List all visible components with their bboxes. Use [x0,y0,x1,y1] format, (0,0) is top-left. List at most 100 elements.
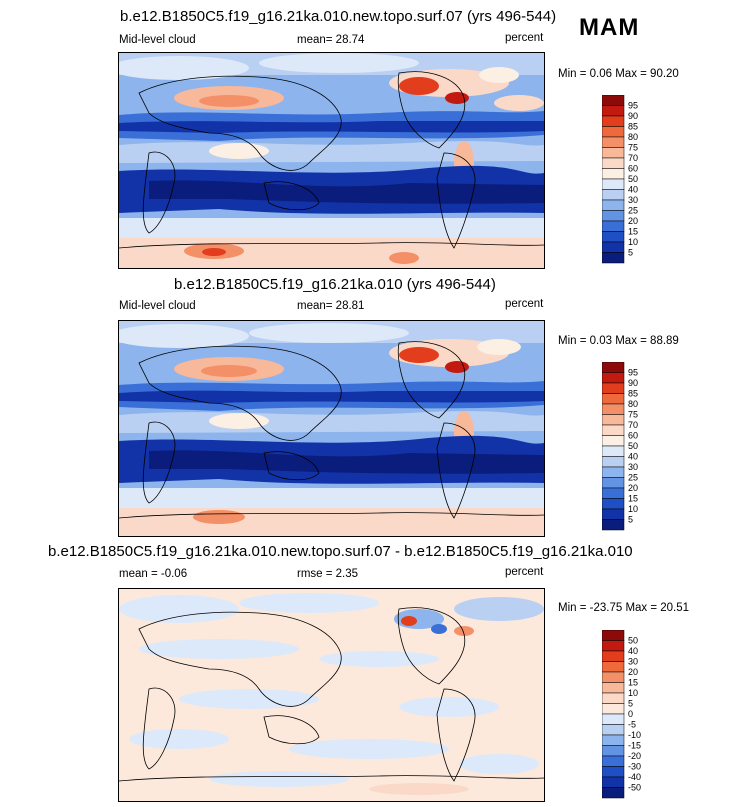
panel2-variable-label: Mid-level cloud [119,300,196,312]
colorbar-swatch [602,136,625,148]
colorbar-tick-label: 20 [628,483,638,493]
colorbar-tick-label: 40 [628,452,638,462]
colorbar-swatch [602,231,625,243]
colorbar-swatch [602,734,625,746]
colorbar-tick-label: 95 [628,368,638,378]
colorbar-swatch [602,435,625,447]
colorbar-swatch [602,766,625,778]
panel2-mean-label: mean= 28.81 [297,300,365,312]
colorbar-tick-label: 60 [628,164,638,174]
panel3-rmse-label: rmse = 2.35 [297,568,359,580]
panel3-minmax: Min = -23.75 Max = 20.51 [558,602,690,614]
panel2-colorbar: 95 90 85 80 75 70 60 50 40 30 25 20 15 10 5 [602,362,662,534]
colorbar-tick-label: 85 [628,122,638,132]
colorbar-swatch [602,362,625,373]
panel1-title: b.e12.B1850C5.f19_g16.21ka.010.new.topo.… [120,8,557,25]
colorbar-swatch [602,157,625,169]
colorbar-tick-label: 75 [628,410,638,420]
colorbar-tick-label: 20 [628,216,638,226]
colorbar-swatch [602,787,625,799]
colorbar-swatch [602,640,625,652]
colorbar-tick-label: 10 [628,688,638,698]
panel3-units-label: percent [505,566,544,578]
colorbar-swatch [602,178,625,190]
colorbar-swatch [602,671,625,683]
colorbar-tick-label: -30 [628,762,641,772]
colorbar-tick-label: 30 [628,462,638,472]
colorbar-swatch [602,241,625,253]
colorbar-tick-label: 80 [628,399,638,409]
colorbar-swatch [602,445,625,457]
colorbar-swatch [602,414,625,426]
colorbar-swatch [602,199,625,211]
colorbar-swatch [602,403,625,415]
panel3-colorbar: 50 40 30 20 15 10 5 0 -5 -10 -15 -20 -30 -40 -50 [602,630,662,802]
panel1-units-label: percent [505,32,544,44]
colorbar-tick-label: 40 [628,185,638,195]
colorbar-tick-label: 0 [628,709,633,719]
panel3-mean-label: mean = -0.06 [119,568,188,580]
colorbar-swatch [602,252,625,264]
colorbar-swatch [602,168,625,180]
panel1-variable-label: Mid-level cloud [119,34,196,46]
colorbar-swatch [602,477,625,489]
colorbar-tick-label: 60 [628,431,638,441]
colorbar-tick-label: 85 [628,389,638,399]
colorbar-tick-label: 15 [628,678,638,688]
colorbar-swatch [602,210,625,222]
colorbar-swatch [602,487,625,499]
colorbar-swatch [602,745,625,757]
colorbar-swatch [602,456,625,468]
colorbar-swatch [602,382,625,394]
colorbar-tick-label: 20 [628,667,638,677]
colorbar-tick-label: -10 [628,730,641,740]
colorbar-tick-label: 50 [628,174,638,184]
colorbar-tick-label: 15 [628,494,638,504]
colorbar-tick-label: 90 [628,111,638,121]
colorbar-swatch [602,466,625,478]
colorbar-swatch [602,508,625,520]
colorbar-swatch [602,692,625,704]
colorbar-tick-label: -15 [628,741,641,751]
colorbar-tick-label: 70 [628,153,638,163]
colorbar-swatch [602,189,625,201]
colorbar-tick-label: 80 [628,132,638,142]
panel1-colorbar: 95 90 85 80 75 70 60 50 40 30 25 20 15 10 5 [602,95,662,267]
colorbar-swatch [602,105,625,117]
panel3-map [118,588,545,802]
colorbar-swatch [602,755,625,767]
panel3-title: b.e12.B1850C5.f19_g16.21ka.010.new.topo.… [48,543,633,560]
colorbar-swatch [602,519,625,531]
colorbar-tick-label: 90 [628,378,638,388]
colorbar-tick-label: 10 [628,504,638,514]
colorbar-swatch [602,776,625,788]
colorbar-tick-label: 30 [628,195,638,205]
colorbar-tick-label: -50 [628,783,641,793]
panel2-title: b.e12.B1850C5.f19_g16.21ka.010 (yrs 496-… [174,276,496,293]
colorbar-swatch [602,630,625,641]
panel2-units-label: percent [505,298,544,310]
colorbar-tick-label: 25 [628,473,638,483]
panel2-map [118,320,545,537]
colorbar-swatch [602,115,625,127]
colorbar-tick-label: 5 [628,248,633,258]
panel1-map [118,52,545,269]
colorbar-swatch [602,372,625,384]
colorbar-swatch [602,682,625,694]
colorbar-swatch [602,661,625,673]
colorbar-swatch [602,126,625,138]
colorbar-swatch [602,498,625,510]
colorbar-tick-label: 25 [628,206,638,216]
colorbar-tick-label: 70 [628,420,638,430]
colorbar-tick-label: 50 [628,441,638,451]
colorbar-tick-label: 5 [628,515,633,525]
colorbar-tick-label: 75 [628,143,638,153]
panel1-mean-label: mean= 28.74 [297,34,365,46]
colorbar-tick-label: -40 [628,772,641,782]
panel1-minmax: Min = 0.06 Max = 90.20 [558,68,679,80]
colorbar-swatch [602,147,625,159]
colorbar-swatch [602,650,625,662]
colorbar-tick-label: 40 [628,646,638,656]
colorbar-swatch [602,703,625,715]
colorbar-tick-label: 50 [628,636,638,646]
